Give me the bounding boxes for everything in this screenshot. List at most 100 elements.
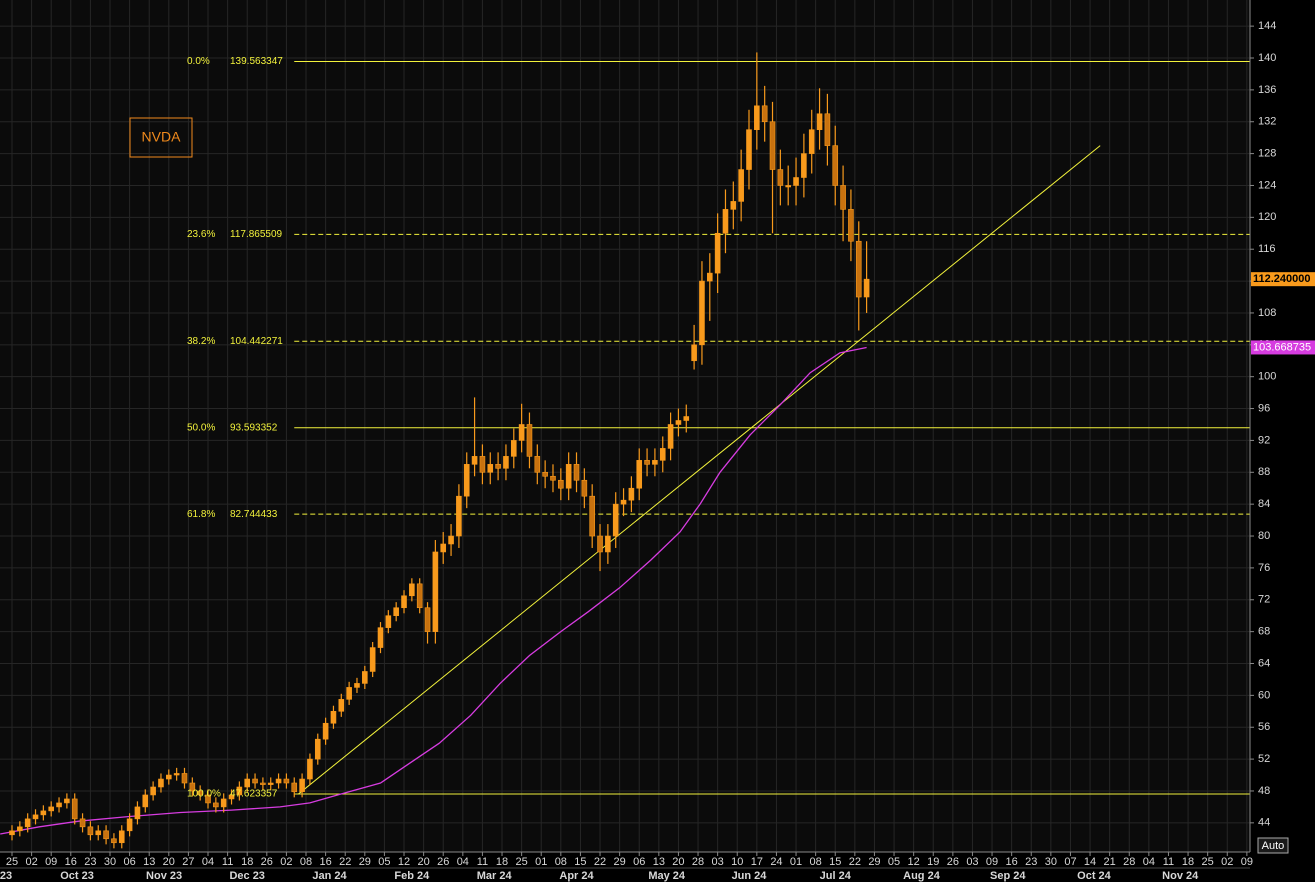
fib-level-percent: 61.8% (187, 509, 215, 520)
moving-average-badge (1251, 340, 1315, 355)
candle-body (746, 129, 752, 170)
y-tick-label: 56 (1258, 721, 1270, 733)
moving-average-label: 103.668735 (1253, 341, 1311, 353)
fib-level-value: 82.744433 (230, 509, 278, 520)
candle-body (636, 460, 643, 489)
candle-body (252, 778, 258, 784)
fib-level-value: 117.865509 (230, 229, 283, 240)
y-tick-label: 136 (1258, 84, 1276, 96)
x-tick-label: 11 (477, 856, 488, 868)
fib-level-percent: 100.0% (187, 789, 221, 800)
x-tick-label: 22 (849, 856, 861, 868)
y-tick-label: 68 (1258, 626, 1270, 638)
x-tick-label: 21 (1104, 856, 1116, 868)
candle-body (48, 806, 54, 812)
candle-body (322, 722, 329, 740)
candle-body (9, 830, 15, 836)
x-tick-label: 26 (261, 856, 273, 868)
candle-body (589, 495, 595, 537)
x-tick-label: 04 (202, 856, 214, 868)
candle-body (487, 464, 494, 473)
x-tick-label: 25 (6, 856, 18, 868)
y-tick-label: 132 (1258, 116, 1276, 128)
candle-body (479, 456, 486, 473)
last-price-label: 112.240000 (1253, 273, 1311, 285)
candle-body (377, 627, 384, 648)
candle-body (244, 778, 251, 788)
candle-body (260, 782, 266, 785)
trend-line (297, 145, 1101, 795)
x-tick-label: 30 (1045, 856, 1057, 868)
y-tick-label: 88 (1258, 466, 1270, 478)
x-tick-label: 18 (241, 856, 253, 868)
candle-body (362, 671, 368, 684)
candle-body (612, 503, 619, 537)
x-tick-label: 16 (319, 856, 331, 868)
candle-body (291, 782, 298, 793)
candle-body (722, 209, 729, 234)
candle-body (118, 830, 125, 844)
x-tick-label: 08 (810, 856, 822, 868)
y-tick-label: 96 (1258, 402, 1270, 414)
x-tick-label: 15 (829, 856, 841, 868)
candle-body (189, 782, 196, 792)
y-tick-label: 100 (1258, 371, 1276, 383)
candle-body (409, 583, 415, 597)
candle-body (432, 551, 439, 632)
fib-level-value: 139.563347 (230, 56, 283, 67)
x-tick-label: 04 (457, 856, 469, 868)
x-tick-label: 02 (280, 856, 292, 868)
candle-body (111, 838, 117, 844)
month-label: Feb 24 (394, 870, 430, 882)
x-tick-label: 05 (378, 856, 390, 868)
candle-body (824, 113, 831, 146)
x-tick-label: 18 (1182, 856, 1194, 868)
candle-body (793, 177, 799, 186)
y-tick-label: 84 (1258, 498, 1270, 510)
candle-body (558, 479, 564, 489)
candle-body (228, 794, 235, 800)
candle-body (738, 169, 744, 202)
candle-body (597, 535, 603, 553)
y-tick-label: 60 (1258, 689, 1270, 701)
x-tick-label: 23 (84, 856, 96, 868)
candle-body (220, 798, 227, 808)
candle-body (816, 113, 823, 131)
candle-body (754, 105, 760, 131)
candle-body (675, 420, 682, 425)
y-tick-label: 124 (1258, 179, 1276, 191)
candle-body (307, 758, 313, 780)
candle-body (354, 683, 360, 688)
candle-body (848, 209, 854, 242)
candle-body (440, 543, 447, 553)
candle-body (71, 798, 78, 820)
candle-body (659, 448, 666, 461)
candle-body (64, 798, 70, 804)
x-tick-label: 09 (986, 856, 998, 868)
candle-body (456, 495, 462, 537)
axes: 44 48 52 56 60 64 68 72 76 80 84 88 92 96 10 01 04 108 11 2… (0, 20, 1276, 882)
moving-average-line (0, 346, 867, 835)
x-tick-label: 24 (770, 856, 782, 868)
candle-body (126, 818, 133, 832)
candle-body (385, 615, 392, 628)
candle-body (683, 416, 690, 421)
x-tick-label: 02 (25, 856, 37, 868)
candle-body (573, 464, 580, 481)
month-label: Oct 24 (1077, 870, 1112, 882)
x-tick-label: 26 (437, 856, 449, 868)
auto-button[interactable] (1257, 837, 1289, 854)
candle-body (56, 802, 62, 808)
x-tick-label: 11 (222, 856, 233, 868)
candle-body (346, 687, 352, 700)
x-tick-label: 25 (515, 856, 527, 868)
x-tick-label: 29 (614, 856, 626, 868)
x-tick-label: 29 (359, 856, 371, 868)
candle-body (699, 280, 705, 346)
candle-body (401, 595, 407, 609)
auto-button-label[interactable]: Auto (1262, 840, 1285, 852)
candle-body (275, 778, 282, 784)
x-tick-label: 03 (712, 856, 724, 868)
candle-body (503, 456, 509, 469)
candle-body (761, 105, 768, 123)
